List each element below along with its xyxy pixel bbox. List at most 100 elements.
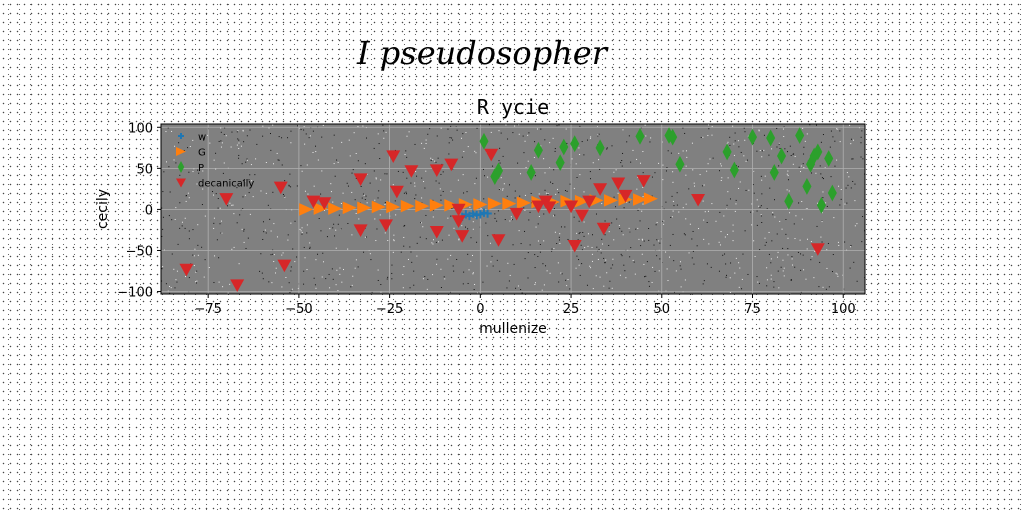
y-axis-label: cecily [95, 189, 111, 229]
data-point [643, 192, 658, 206]
legend-marker [176, 178, 186, 188]
series-2 [479, 127, 837, 214]
data-point [429, 164, 444, 177]
data-point [633, 193, 648, 206]
legend-marker [178, 133, 184, 139]
data-point [404, 165, 419, 178]
legend-marker [177, 161, 185, 173]
x-tick-label: 0 [476, 302, 484, 317]
data-point [795, 127, 805, 144]
data-point [415, 199, 430, 213]
data-point [371, 200, 386, 214]
data-point [582, 195, 597, 209]
legend-label: w [198, 132, 206, 143]
data-point [509, 207, 524, 221]
data-point [429, 199, 444, 212]
data-point [502, 197, 517, 210]
data-point [596, 222, 611, 236]
data-point [455, 230, 470, 243]
data-point [564, 200, 579, 214]
data-point [722, 143, 732, 161]
data-point [593, 183, 608, 196]
data-point [810, 243, 825, 256]
data-point [484, 148, 499, 162]
data-point [317, 197, 332, 210]
data-point [769, 164, 779, 181]
data-point [479, 132, 489, 150]
data-point [400, 199, 415, 213]
data-point [611, 177, 626, 191]
data-point [473, 198, 488, 211]
data-point [378, 219, 393, 233]
series-3 [179, 148, 825, 292]
data-point [313, 202, 328, 215]
data-point [353, 173, 368, 187]
plot-area [160, 123, 866, 295]
plot-noise-texture [161, 124, 866, 295]
data-point [595, 139, 605, 157]
data-point [451, 203, 466, 217]
data-point [806, 155, 816, 173]
legend-marker [176, 147, 186, 156]
data-point [559, 138, 569, 156]
y-tick-label: −100 [117, 286, 153, 301]
y-tick-label: 50 [136, 162, 153, 177]
data-point [328, 202, 343, 215]
x-tick-label: −75 [194, 302, 221, 317]
figure-title: I pseudosopher [356, 34, 609, 72]
y-tick-label: 100 [128, 121, 153, 136]
data-point [491, 234, 506, 247]
data-point [668, 128, 678, 146]
data-point [574, 209, 589, 223]
x-tick-label: 50 [654, 302, 671, 317]
data-point [230, 279, 245, 292]
data-point [729, 161, 739, 179]
data-point [813, 143, 823, 161]
x-axis-ticks: −75 −50 −25 0 25 50 75 100 [194, 294, 856, 317]
data-point [636, 175, 651, 188]
x-tick-label: 75 [744, 302, 761, 317]
legend-label: decanically [198, 179, 254, 190]
data-point [824, 150, 834, 167]
data-point [635, 127, 645, 145]
data-point [277, 259, 292, 273]
data-point [691, 193, 706, 207]
data-point [816, 196, 827, 214]
series-1 [299, 192, 658, 216]
y-tick-label: −50 [126, 244, 153, 259]
data-point [516, 196, 531, 210]
data-point [342, 201, 357, 215]
data-point [444, 158, 459, 172]
data-point [353, 224, 368, 237]
data-point [802, 178, 812, 195]
data-point [526, 164, 536, 181]
data-point [542, 201, 557, 214]
data-point [531, 200, 546, 214]
data-point [357, 201, 372, 215]
data-point [574, 194, 589, 208]
data-point [570, 135, 580, 153]
x-tick-label: 100 [831, 302, 856, 317]
data-point [429, 225, 444, 239]
data-point [219, 193, 234, 206]
x-tick-label: 25 [563, 302, 580, 317]
data-point [493, 162, 504, 180]
legend-label: P [198, 163, 204, 174]
data-point [451, 215, 466, 228]
data-point [273, 181, 288, 195]
data-point [179, 263, 194, 277]
data-point [675, 155, 685, 173]
data-marks [179, 127, 837, 292]
legend-label: G [198, 148, 206, 159]
data-point [603, 194, 618, 207]
data-point [776, 147, 787, 165]
data-point [444, 199, 459, 212]
y-axis-ticks: −100 −50 0 50 100 [117, 121, 161, 301]
x-tick-label: −50 [285, 302, 312, 317]
data-point [389, 185, 404, 199]
data-point [747, 128, 758, 146]
y-tick-label: 0 [145, 203, 153, 218]
data-point [386, 150, 401, 164]
